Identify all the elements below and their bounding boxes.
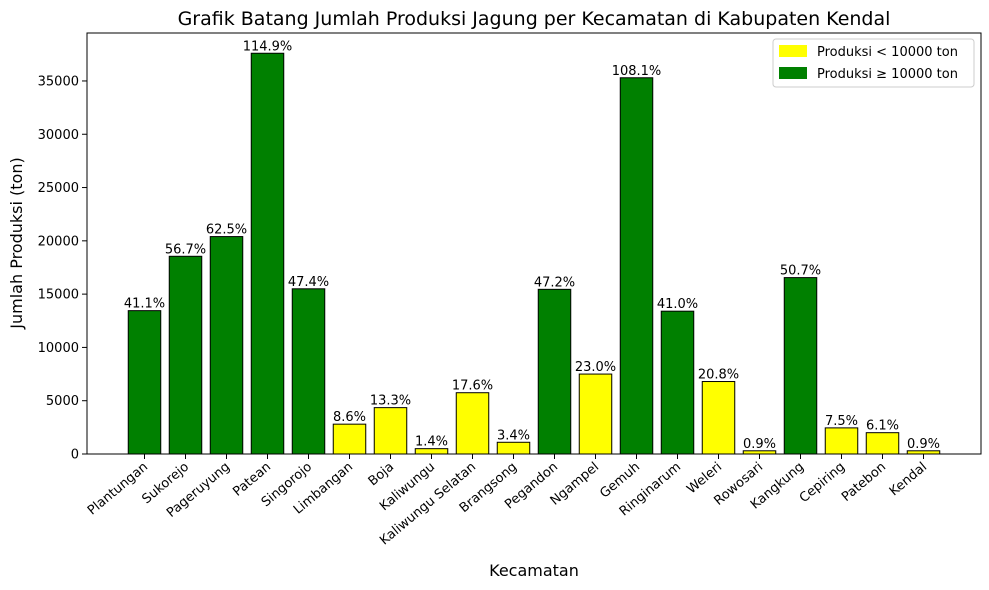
bar-brangsong (496, 441, 531, 455)
bar-plantungan (127, 310, 162, 455)
y-tick-label: 35000 (38, 74, 79, 89)
legend: Produksi < 10000 ton Produksi ≥ 10000 to… (772, 38, 975, 88)
legend-swatch-high (779, 67, 807, 79)
y-tick-label: 5000 (46, 394, 79, 409)
bar-gemuh (619, 77, 654, 455)
x-tick-label: Kendal (887, 460, 930, 500)
y-tick-label: 15000 (38, 288, 79, 303)
bar-pegandon (537, 288, 572, 455)
data-label: 0.9% (743, 437, 776, 452)
data-label: 7.5% (825, 414, 858, 429)
data-label: 13.3% (370, 394, 411, 409)
x-tick-label: Plantungan (85, 460, 151, 519)
y-tick-label: 25000 (38, 181, 79, 196)
x-tick-label: Cepiring (797, 460, 848, 506)
x-tick-label: Patebon (839, 460, 889, 505)
data-label: 6.1% (866, 419, 899, 434)
bar-patebon (865, 432, 900, 455)
bar-sukorejo (168, 255, 203, 455)
bar-singorojo (291, 288, 326, 455)
legend-swatch-low (779, 45, 807, 57)
data-label: 56.7% (165, 242, 206, 257)
bar-kangkung (783, 277, 818, 455)
y-tick-label: 20000 (38, 234, 79, 249)
x-tick-label: Boja (366, 460, 397, 490)
legend-label-low: Produksi < 10000 ton (817, 45, 958, 60)
data-label: 47.2% (534, 275, 575, 290)
y-axis-title: Jumlah Produksi (ton) (7, 157, 26, 329)
bar-pageruyung (209, 236, 244, 455)
data-label: 0.9% (907, 437, 940, 452)
bar-kaliwungu-selatan (455, 392, 490, 455)
legend-label-high: Produksi ≥ 10000 ton (817, 67, 958, 82)
bar-cepiring (824, 427, 859, 455)
bar-limbangan (332, 423, 367, 455)
legend-frame (772, 38, 975, 88)
data-label: 8.6% (333, 410, 366, 425)
data-label: 50.7% (780, 264, 821, 279)
bar-ngampel (578, 373, 613, 455)
data-label: 108.1% (612, 64, 662, 79)
data-label: 3.4% (497, 428, 530, 443)
y-tick-label: 30000 (38, 128, 79, 143)
bar-ringinarum (660, 310, 695, 455)
data-label: 62.5% (206, 223, 247, 238)
y-tick-label: 10000 (38, 341, 79, 356)
bar-patean (250, 52, 285, 455)
bar-weleri (701, 381, 736, 455)
data-label: 20.8% (698, 368, 739, 383)
chart-title: Grafik Batang Jumlah Produksi Jagung per… (178, 8, 891, 30)
data-label: 1.4% (415, 435, 448, 450)
data-label: 17.6% (452, 379, 493, 394)
plot-frame (86, 32, 982, 455)
bar-boja (373, 407, 408, 455)
data-label: 41.0% (657, 297, 698, 312)
y-tick-label: 0 (71, 448, 79, 463)
data-label: 41.1% (124, 297, 165, 312)
bars-layer: 41.1% 56.7%62.5% 114.9% 47.4% 8.6% 13.3% 1.4% 1… (124, 39, 941, 455)
x-axis-title: Kecamatan (489, 561, 579, 580)
data-label: 23.0% (575, 360, 616, 375)
data-label: 47.4% (288, 275, 329, 290)
data-label: 114.9% (243, 39, 293, 54)
